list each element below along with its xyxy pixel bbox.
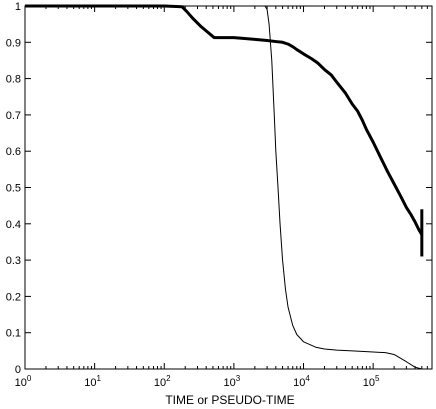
x-axis-title: TIME or PSEUDO-TIME [165,393,294,407]
y-tick-label: 0.4 [6,219,21,231]
y-tick-label: 0.6 [6,146,21,158]
plot-frame [24,5,433,370]
series-line-thick [25,4,424,236]
series-line-thin [25,5,422,370]
x-tick-label: 102 [154,374,171,389]
y-tick-label: 0.9 [6,37,21,49]
y-tick-labels: 0 0.1 0.2 0.3 0.4 0.5 0.6 0.7 0.8 0.9 1 [6,1,21,376]
y-tick-label: 0.7 [6,110,21,122]
y-tick-label: 1 [15,1,21,13]
y-tick-label: 0.1 [6,328,21,340]
x-tick-label: 101 [84,374,101,389]
x-tick-label: 104 [293,374,310,389]
x-tick-label: 105 [363,374,380,389]
x-tick-label: 103 [224,374,241,389]
y-tick-label: 0.3 [6,255,21,267]
y-tick-label: 0 [15,364,21,376]
y-tick-label: 0.5 [6,183,21,195]
series-group [25,4,424,370]
y-tick-label: 0.8 [6,74,21,86]
y-tick-label: 0.2 [6,291,21,303]
x-tick-labels: 100 101 102 103 104 105 [15,374,380,389]
axis-ticks [25,6,432,369]
x-tick-label: 100 [15,374,32,389]
